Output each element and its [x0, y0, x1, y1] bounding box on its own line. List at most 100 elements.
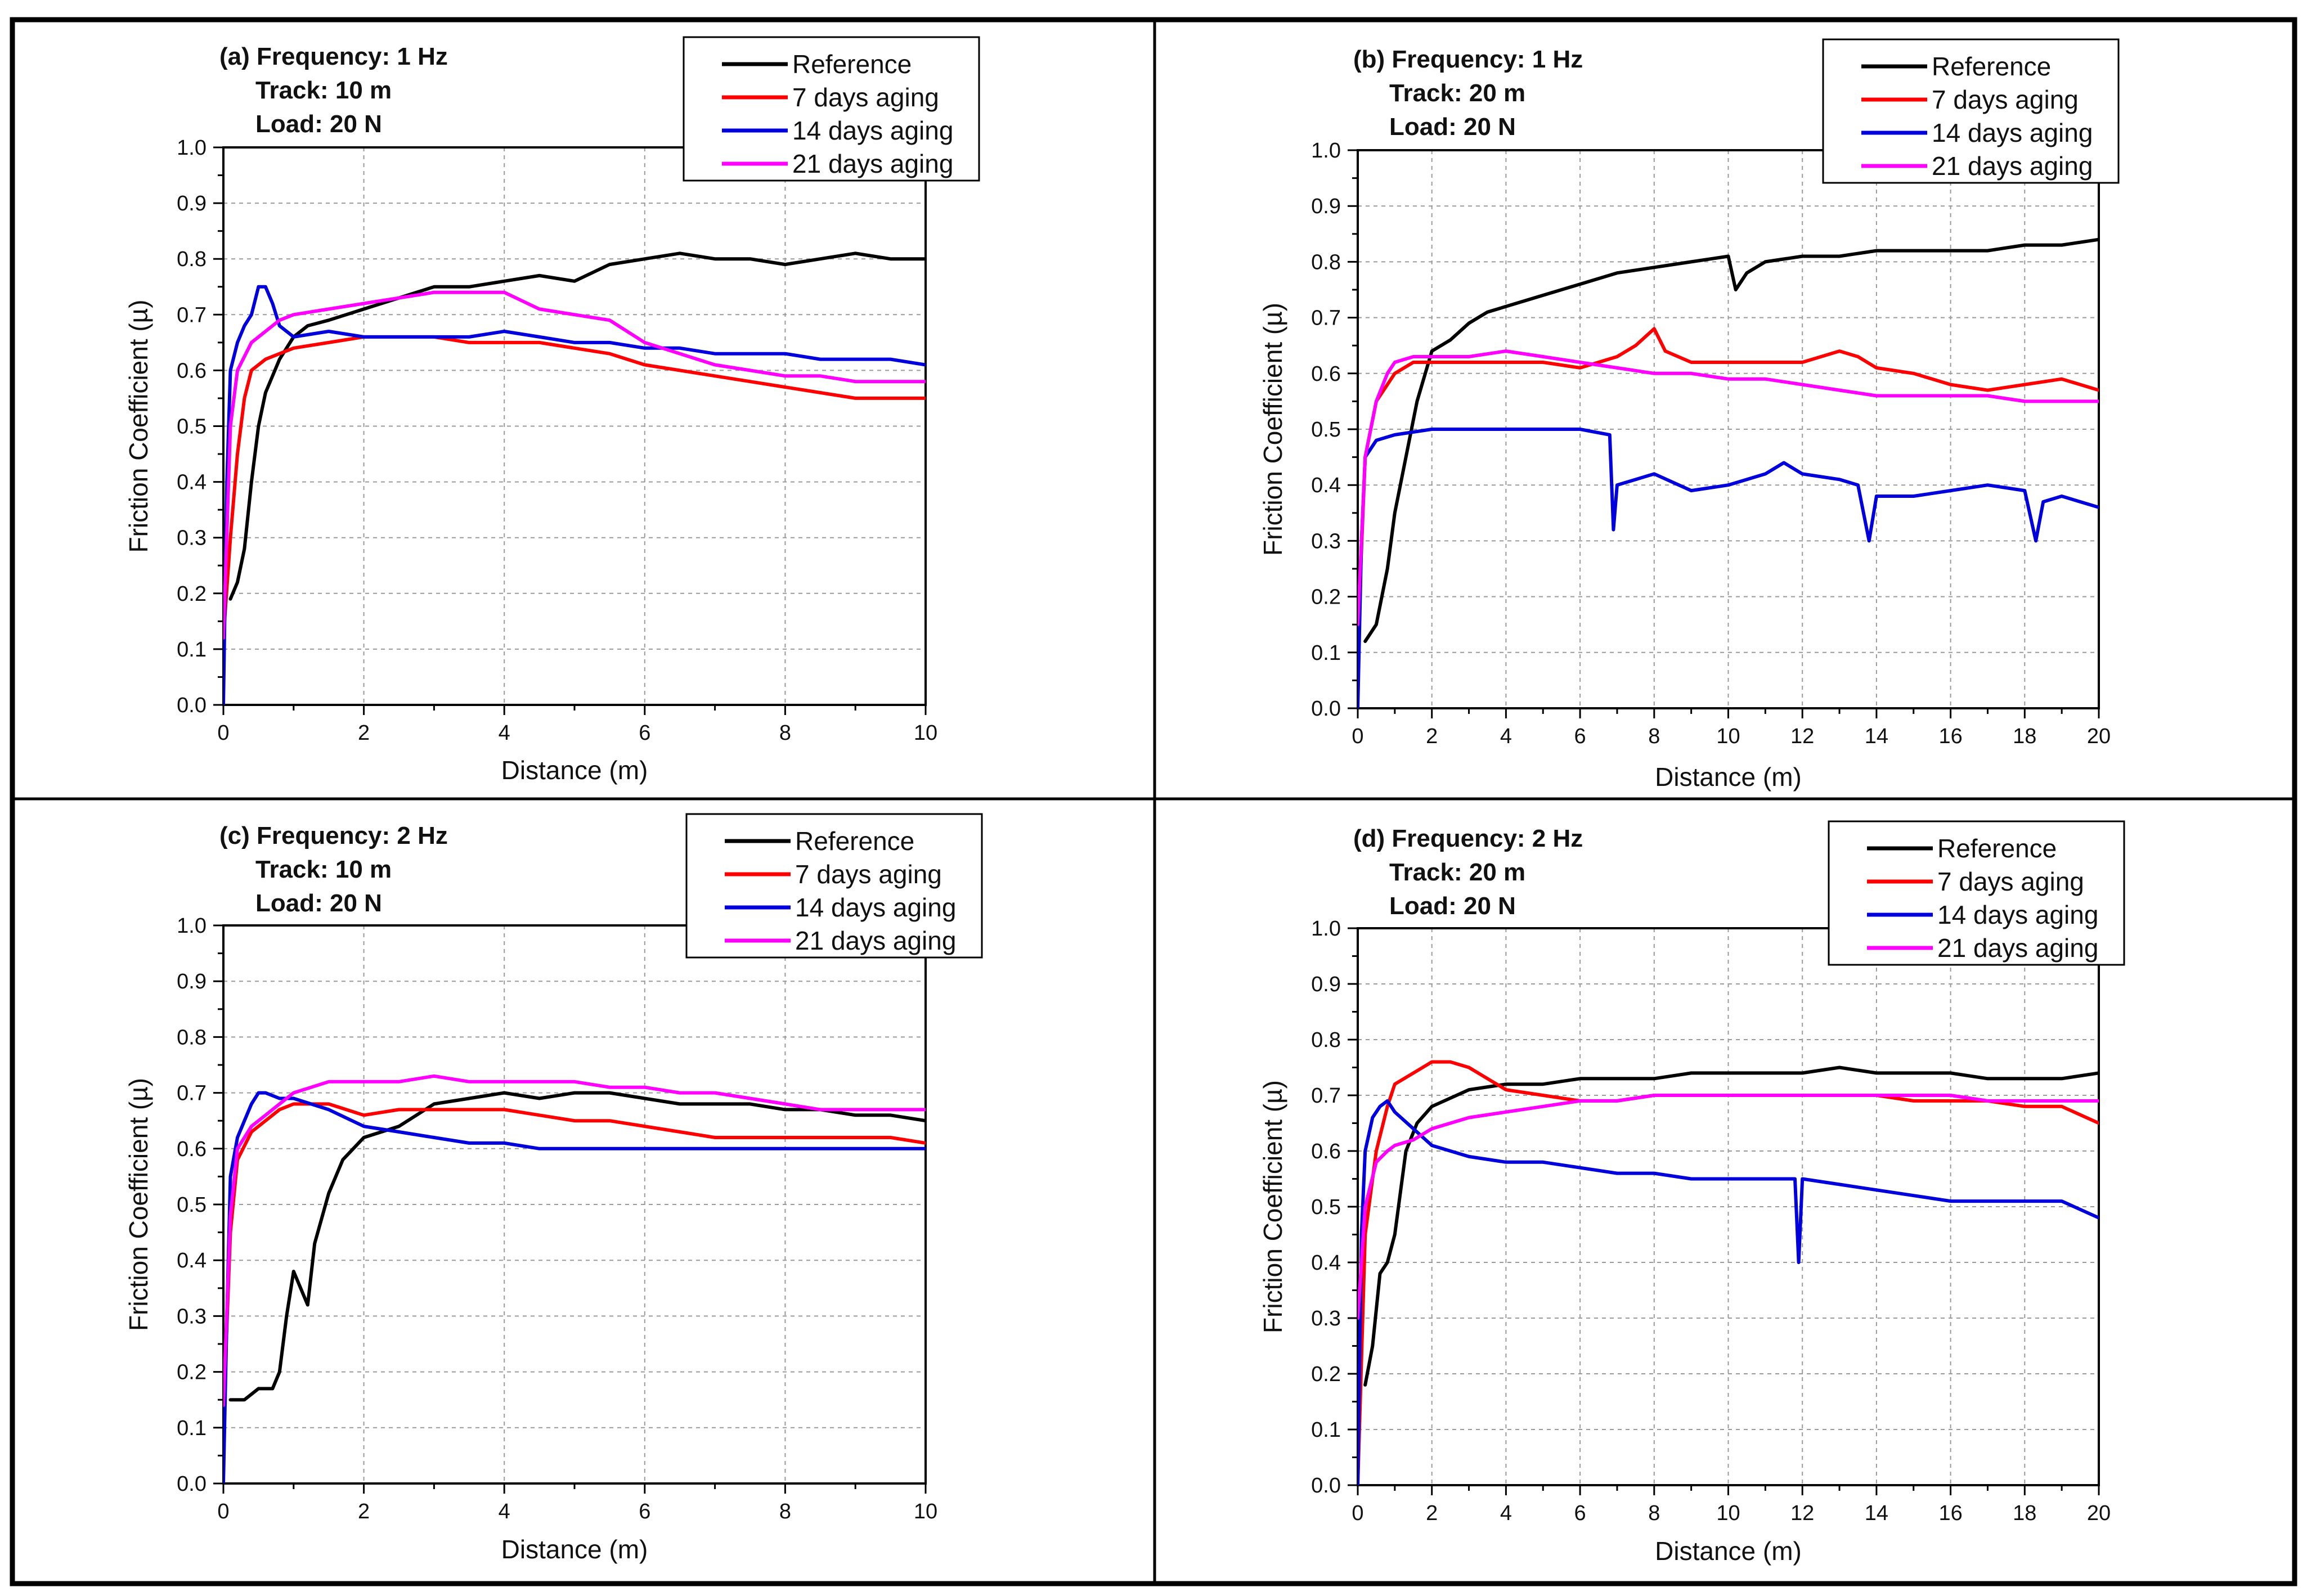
series-line-7-days-aging [223, 335, 926, 640]
x-tick-label: 2 [358, 721, 370, 745]
y-axis-label: Friction Coefficient (µ) [124, 299, 153, 552]
x-axis-label: Distance (m) [1655, 762, 1802, 792]
y-tick-label: 0.4 [177, 471, 207, 494]
y-tick-label: 0.0 [177, 694, 207, 717]
x-tick-label: 18 [2013, 1501, 2036, 1525]
y-tick-label: 0.9 [177, 192, 207, 215]
y-tick-label: 0.7 [177, 1082, 207, 1105]
chart-panel-d: 0 2 4 6 8 10 12 14 16 18 20 0.0 0.1 0.2 0.3 0.4 0.5 0.6 0.… [1258, 820, 2125, 1566]
x-tick-label: 10 [1716, 725, 1740, 748]
series-line-14-days-aging [223, 1091, 926, 1483]
legend-label: 21 days aging [792, 149, 953, 178]
legend-label: Reference [792, 50, 912, 79]
panel-subtitle: Load: 20 N [255, 889, 382, 917]
panel-subtitle: Track: 10 m [255, 77, 392, 104]
x-tick-label: 8 [779, 1500, 791, 1523]
legend-label: Reference [1932, 52, 2051, 81]
x-tick-label: 20 [2087, 725, 2111, 748]
series-group [1358, 237, 2099, 708]
legend-label: 21 days aging [795, 926, 956, 955]
x-tick-label: 0 [217, 1500, 229, 1523]
y-tick-label: 0.2 [177, 1361, 207, 1384]
panel-title: (c) Frequency: 2 Hz [219, 822, 448, 849]
chart-panel-b: 0 2 4 6 8 10 12 14 16 18 20 0.0 0.1 0.2 0.3 0.4 0.5 0.6 0.… [1258, 38, 2120, 792]
y-tick-label: 0.5 [1311, 418, 1341, 442]
panel-subtitle: Track: 20 m [1389, 79, 1525, 107]
x-tick-label: 20 [2087, 1501, 2111, 1525]
x-tick-label: 10 [1716, 1501, 1740, 1525]
y-tick-label: 0.4 [1311, 1251, 1341, 1275]
x-tick-label: 16 [1938, 725, 1962, 748]
panel-subtitle: Load: 20 N [1389, 113, 1516, 141]
y-tick-label: 1.0 [1311, 139, 1341, 163]
legend-label: 21 days aging [1932, 151, 2093, 181]
y-tick-label: 0.5 [177, 415, 207, 439]
y-tick-label: 0.6 [177, 359, 207, 383]
x-axis-label: Distance (m) [501, 1535, 648, 1564]
series-line-reference [1363, 1066, 2099, 1387]
series-line-reference [228, 251, 926, 601]
legend-label: 14 days aging [792, 116, 953, 145]
legend-label: Reference [795, 826, 914, 856]
legend: Reference 7 days aging 14 days aging 21 day… [1828, 820, 2125, 966]
x-tick-label: 8 [779, 721, 791, 745]
x-tick-label: 18 [2013, 725, 2036, 748]
x-tick-label: 16 [1938, 1501, 1962, 1525]
chart-panel-c: 0 2 4 6 8 10 0.0 0.1 0.2 0.3 0.4 0.5 0.6 0.7 0.8 0.9 1.0… [124, 813, 983, 1564]
y-tick-label: 0.3 [1311, 1307, 1341, 1330]
x-tick-label: 6 [639, 721, 650, 745]
x-tick-label: 6 [1574, 725, 1586, 748]
y-tick-label: 0.7 [1311, 1084, 1341, 1108]
x-tick-label: 12 [1790, 725, 1814, 748]
panel-subtitle: Load: 20 N [255, 110, 382, 138]
legend-label: 7 days aging [1937, 867, 2084, 896]
y-tick-label: 0.7 [177, 303, 207, 327]
panel-subtitle: Load: 20 N [1389, 892, 1516, 920]
legend-box [1828, 820, 2125, 966]
x-tick-label: 4 [1500, 1501, 1512, 1525]
panel-subtitle: Track: 10 m [255, 856, 392, 883]
y-tick-label: 0.4 [1311, 474, 1341, 497]
x-tick-label: 14 [1865, 1501, 1888, 1525]
legend-label: 7 days aging [792, 83, 939, 112]
legend-label: 14 days aging [795, 893, 956, 922]
x-tick-label: 0 [217, 721, 229, 745]
x-tick-label: 2 [1426, 725, 1438, 748]
y-tick-label: 0.9 [177, 970, 207, 993]
y-tick-label: 0.2 [177, 582, 207, 606]
legend-label: Reference [1937, 834, 2057, 863]
y-tick-label: 0.1 [177, 638, 207, 662]
x-tick-label: 4 [1500, 725, 1512, 748]
x-axis-label: Distance (m) [1655, 1536, 1802, 1566]
legend-label: 21 days aging [1937, 933, 2098, 963]
y-tick-label: 1.0 [1311, 917, 1341, 941]
y-tick-label: 0.1 [177, 1417, 207, 1440]
y-tick-label: 0.6 [1311, 1140, 1341, 1163]
legend-box [683, 36, 980, 182]
panel-title: (a) Frequency: 1 Hz [219, 43, 448, 70]
y-tick-label: 0.9 [1311, 973, 1341, 996]
y-tick-label: 0.3 [177, 527, 207, 550]
series-line-reference [228, 1091, 926, 1402]
legend-label: 14 days aging [1937, 900, 2098, 929]
y-tick-label: 0.3 [1311, 529, 1341, 553]
legend-box [685, 813, 983, 959]
y-tick-label: 0.0 [1311, 1474, 1341, 1498]
y-tick-label: 0.2 [1311, 1363, 1341, 1386]
x-tick-label: 6 [1574, 1501, 1586, 1525]
x-tick-label: 2 [358, 1500, 370, 1523]
y-tick-label: 0.6 [1311, 362, 1341, 386]
y-tick-label: 0.4 [177, 1249, 207, 1273]
x-tick-label: 0 [1352, 1501, 1363, 1525]
y-tick-label: 0.5 [1311, 1195, 1341, 1219]
y-tick-label: 0.8 [177, 248, 207, 271]
y-tick-label: 1.0 [177, 136, 207, 160]
y-tick-label: 0.5 [177, 1193, 207, 1217]
series-line-21-days-aging [223, 1074, 926, 1408]
x-axis-label: Distance (m) [501, 756, 648, 785]
y-tick-label: 0.2 [1311, 586, 1341, 609]
series-line-7-days-aging [223, 1102, 926, 1418]
y-tick-label: 0.1 [1311, 1418, 1341, 1442]
y-tick-label: 0.8 [1311, 250, 1341, 274]
